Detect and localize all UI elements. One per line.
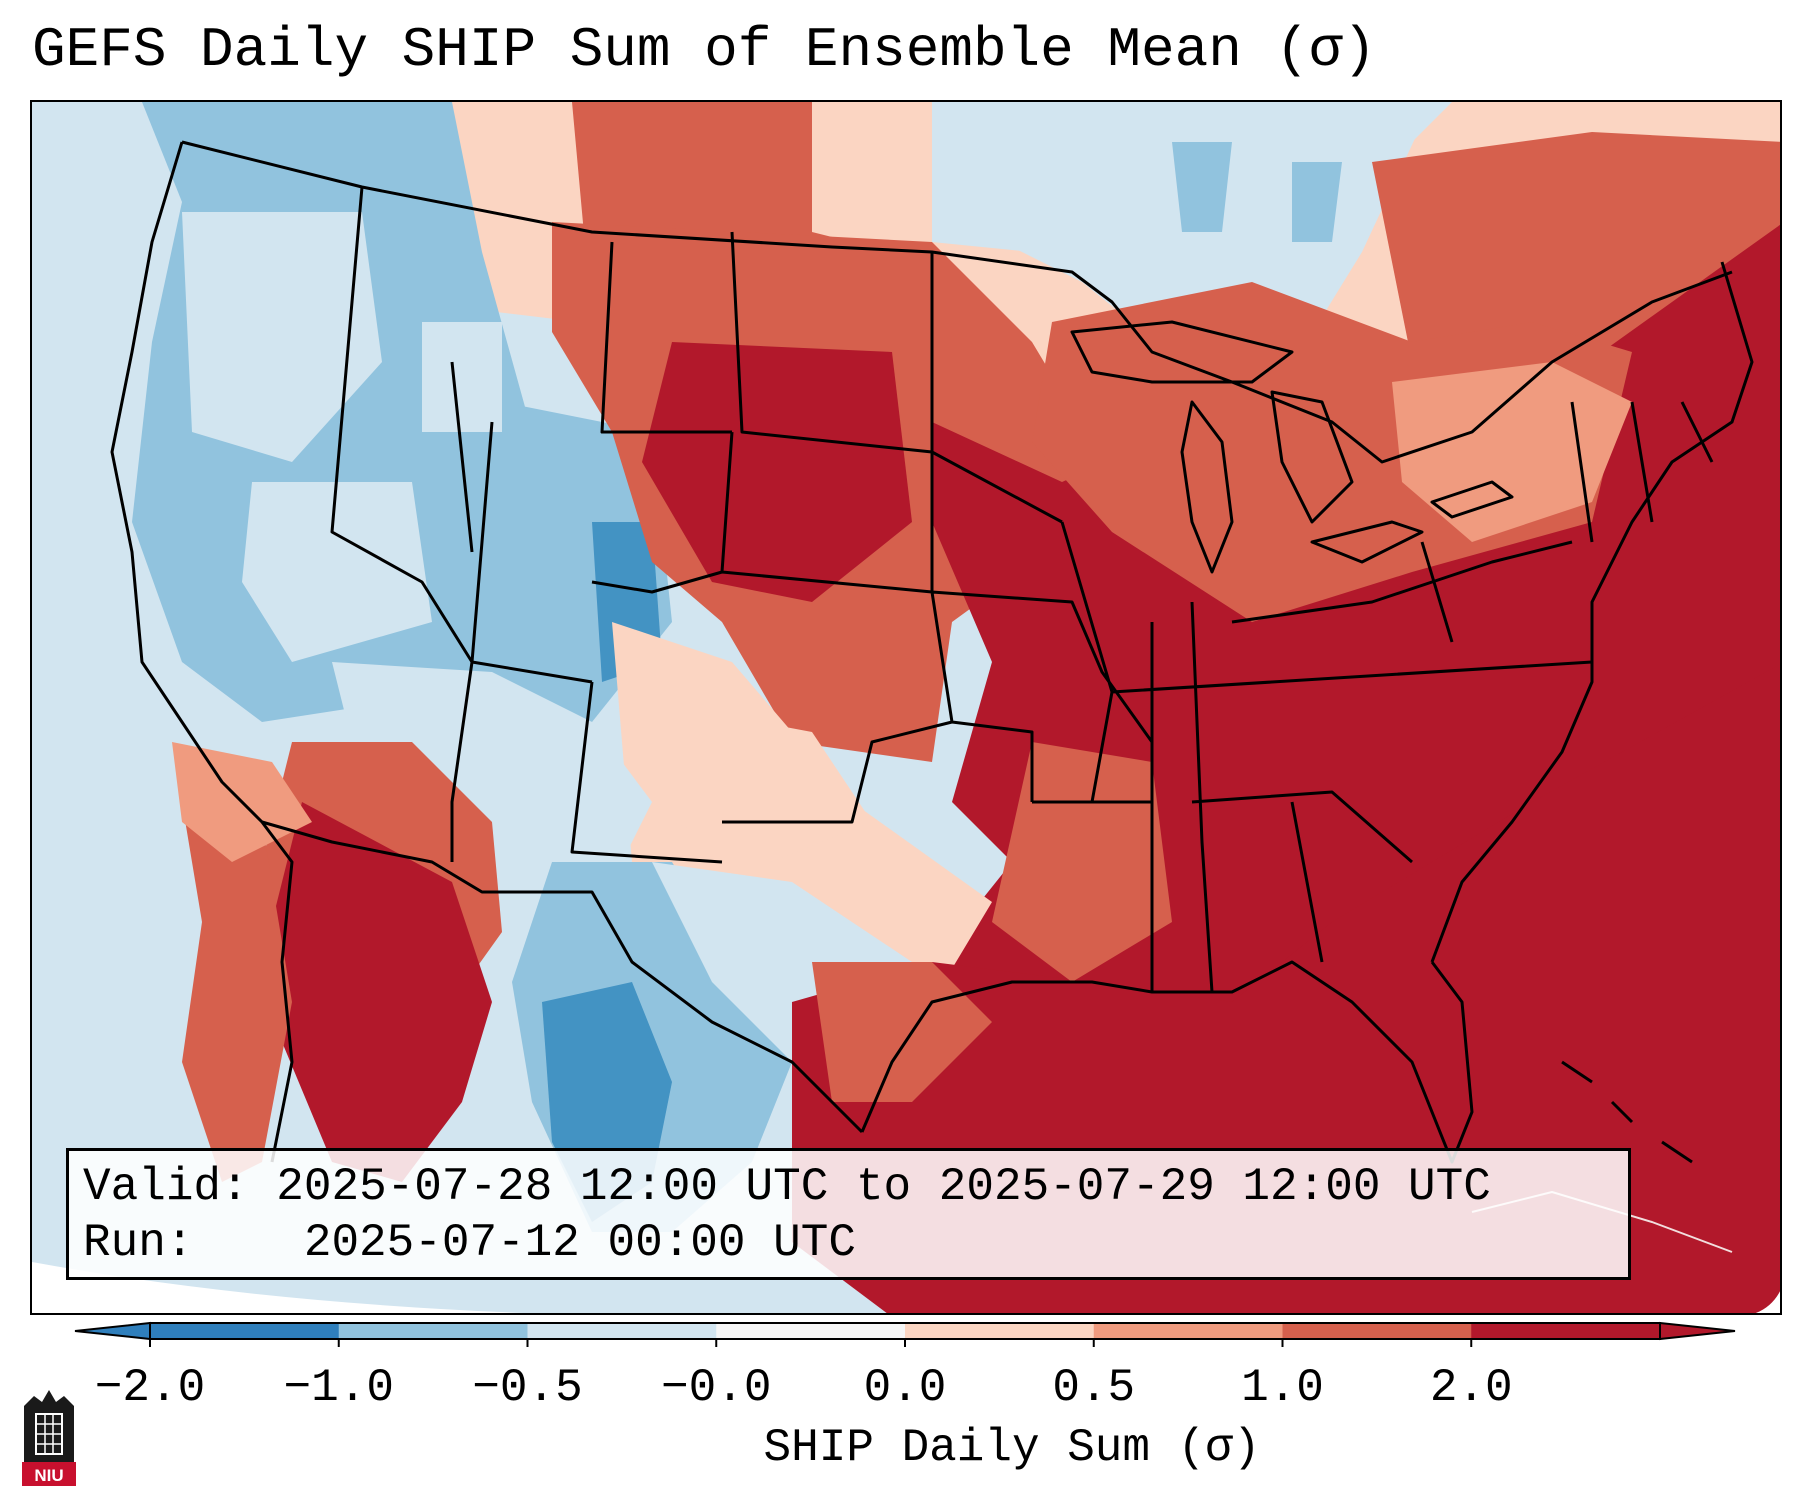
field-baja-red — [182, 802, 292, 1182]
coastline-gulf — [860, 960, 1474, 1164]
field-canada-blue-dark — [1172, 142, 1342, 242]
field-west-lightblue — [182, 212, 502, 662]
colorbar-tick-label: −2.0 — [94, 1362, 206, 1414]
colorbar-tick-label: −0.0 — [661, 1362, 772, 1414]
colorbar-segment — [905, 1323, 1095, 1339]
colorbar-tick-label: 2.0 — [1429, 1362, 1513, 1414]
niu-logo: NIU — [22, 1390, 76, 1486]
colorbar-segment — [716, 1323, 906, 1339]
logo-text: NIU — [34, 1466, 63, 1485]
lake-superior — [1070, 320, 1294, 384]
colorbar-segment — [150, 1323, 340, 1339]
run-value: 2025-07-12 00:00 UTC — [303, 1217, 856, 1269]
colorbar-tick-label: 0.5 — [1052, 1362, 1136, 1414]
map-frame — [30, 100, 1782, 1315]
colorbar-extend-low — [74, 1321, 151, 1341]
island-bahamas — [1561, 1060, 1693, 1164]
colorbar-segment — [1093, 1323, 1283, 1339]
colorbar-segment — [1282, 1323, 1472, 1339]
lake-michigan — [1180, 400, 1234, 574]
lake-erie — [1310, 520, 1424, 564]
logo-window-lines — [36, 1414, 62, 1454]
colorbar-extend-high — [1659, 1321, 1736, 1341]
coastline-east — [1430, 261, 1754, 963]
colorbar-segment — [527, 1323, 717, 1339]
boundaries — [110, 140, 1754, 1253]
field-mexico-darkred — [272, 802, 492, 1182]
colorbar-tick-label: −0.5 — [472, 1362, 583, 1414]
field-dakotas-darkred — [642, 342, 912, 602]
valid-info-box: Valid: 2025-07-28 12:00 UTC to 2025-07-2… — [66, 1148, 1631, 1280]
map-svg — [32, 102, 1780, 1313]
coastline-west — [110, 141, 294, 1163]
colorbar-segment — [1471, 1323, 1661, 1339]
border-canada — [181, 140, 1733, 464]
logo-building-shape — [24, 1390, 74, 1462]
outside-domain-left — [32, 1262, 524, 1313]
colorbar-tick-label: 0.0 — [863, 1362, 947, 1414]
colorbar — [74, 1321, 1736, 1347]
valid-value: 2025-07-28 12:00 UTC to 2025-07-29 12:00… — [276, 1161, 1491, 1213]
colorbar-tick-label: 1.0 — [1241, 1362, 1324, 1414]
colorbar-tick-label: −1.0 — [283, 1362, 394, 1414]
logo-red-band — [22, 1462, 76, 1486]
lake-ontario — [1430, 480, 1514, 519]
colorbar-segments — [74, 1321, 1736, 1347]
run-label: Run: — [83, 1217, 194, 1269]
valid-label: Valid: — [83, 1161, 249, 1213]
figure-title: GEFS Daily SHIP Sum of Ensemble Mean (σ) — [32, 18, 1377, 82]
border-mexico — [261, 820, 864, 1134]
outside-domain-right — [1755, 1291, 1780, 1313]
lake-huron — [1270, 390, 1354, 524]
colorbar-segment — [338, 1323, 528, 1339]
field-easttexas-red — [812, 742, 1172, 1102]
state-lines — [330, 186, 1714, 993]
colorbar-title: SHIP Daily Sum (σ) — [763, 1422, 1261, 1474]
